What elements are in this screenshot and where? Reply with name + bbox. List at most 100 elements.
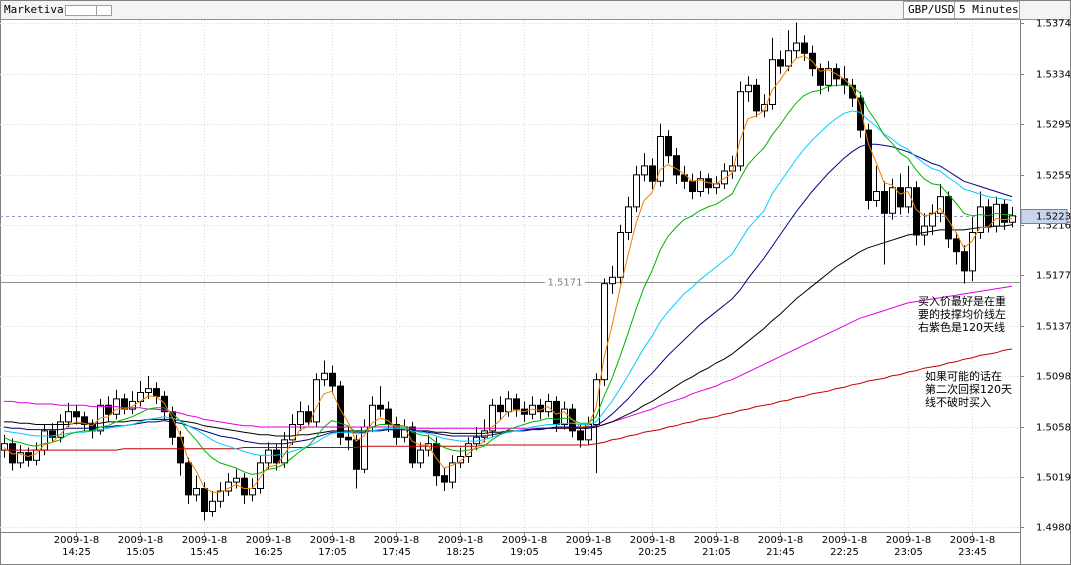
x-tick-label: 2009-1-8 21:05 xyxy=(693,535,740,558)
candle-body xyxy=(129,400,136,410)
y-tick-label: 1.5216 xyxy=(1036,221,1071,232)
candle-body xyxy=(905,187,912,208)
x-tick-label: 2009-1-8 18:25 xyxy=(437,535,484,558)
candle-body xyxy=(17,452,24,464)
y-tick-label: 1.5295 xyxy=(1036,120,1071,131)
x-tick-label: 2009-1-8 14:25 xyxy=(53,535,100,558)
y-tick-label: 1.5334 xyxy=(1036,70,1071,81)
x-tick-label: 2009-1-8 19:45 xyxy=(565,535,612,558)
annotation-line: 买入价最好是在重 xyxy=(918,295,1006,308)
candle-body xyxy=(489,404,496,432)
candle-body xyxy=(377,404,384,410)
candle-body xyxy=(977,206,984,233)
moving-average xyxy=(4,348,1013,451)
candle-body xyxy=(297,411,304,425)
brand: Marketiva xyxy=(4,3,64,16)
y-tick-label: 1.5098 xyxy=(1036,372,1071,383)
candle-body xyxy=(185,462,192,496)
candle-body xyxy=(201,487,208,513)
candle-body xyxy=(753,84,760,112)
candle-body xyxy=(657,135,664,182)
candle-body xyxy=(457,455,464,464)
candle-body xyxy=(537,404,544,413)
candle-body xyxy=(353,439,360,470)
x-tick-label: 2009-1-8 21:45 xyxy=(757,535,804,558)
candle-body xyxy=(281,439,288,464)
candle-body xyxy=(329,372,336,387)
candle-body xyxy=(873,191,880,201)
candle-body xyxy=(617,231,624,278)
symbol: GBP/USD xyxy=(908,3,955,16)
x-tick-label: 2009-1-8 15:05 xyxy=(117,535,164,558)
candle-body xyxy=(209,500,216,513)
candle-body xyxy=(433,443,440,477)
candle-body xyxy=(393,423,400,438)
candle-body xyxy=(937,196,944,214)
candle-body xyxy=(641,165,648,176)
candle-body xyxy=(337,385,344,438)
candle-body xyxy=(417,449,424,464)
annotation-line: 要的技撑均价线左 xyxy=(918,308,1006,321)
candle-body xyxy=(193,487,200,496)
candle-body xyxy=(73,411,80,418)
candle-body xyxy=(441,475,448,483)
candle-body xyxy=(609,276,616,285)
candle-body xyxy=(785,50,792,67)
candle-body xyxy=(713,183,720,189)
candle-body xyxy=(505,398,512,413)
candle-body xyxy=(577,430,584,441)
symbol-box xyxy=(903,1,1020,19)
candle-body xyxy=(561,408,568,425)
annotation-line: 右紫色是120天线 xyxy=(918,321,1005,334)
candle-body xyxy=(945,196,952,240)
candle-body xyxy=(49,430,56,438)
x-tick-label: 2009-1-8 15:45 xyxy=(181,535,228,558)
candle-body xyxy=(993,203,1000,227)
candle-body xyxy=(1001,203,1008,223)
candle-body xyxy=(921,225,928,236)
last-price-box xyxy=(1020,209,1068,224)
annotation-line: 第二次回探120天 xyxy=(925,383,1012,396)
candle-body xyxy=(817,68,824,86)
last-price-label: 1.5223 xyxy=(1036,212,1071,223)
x-tick-label: 2009-1-8 16:25 xyxy=(245,535,292,558)
candle-body xyxy=(345,436,352,441)
candle-body xyxy=(145,388,152,393)
moving-average xyxy=(4,224,1013,437)
y-tick-label: 1.5019 xyxy=(1036,473,1071,484)
candle-body xyxy=(665,135,672,157)
candle-body xyxy=(745,84,752,93)
candle-body xyxy=(777,59,784,67)
moving-average xyxy=(3,110,1013,456)
header-bar xyxy=(1,1,1070,19)
candle-body xyxy=(961,251,968,272)
candle-body xyxy=(865,129,872,201)
candle-body xyxy=(105,404,112,415)
candle-body xyxy=(929,212,936,227)
x-tick-label: 2009-1-8 22:25 xyxy=(821,535,868,558)
y-tick-label: 1.4980 xyxy=(1036,523,1071,534)
candle-body xyxy=(305,411,312,423)
candle-body xyxy=(409,426,416,464)
candle-body xyxy=(217,490,224,502)
candle-body xyxy=(881,191,888,214)
x-tick-label: 2009-1-8 17:45 xyxy=(373,535,420,558)
price-line-label: 1.5171 xyxy=(548,278,583,289)
candle-body xyxy=(321,372,328,381)
y-tick-label: 1.5374 xyxy=(1036,19,1071,30)
price-line-label-bg xyxy=(545,276,585,289)
x-tick-label: 2009-1-8 23:05 xyxy=(885,535,932,558)
y-tick-label: 1.5177 xyxy=(1036,271,1071,282)
candle-body xyxy=(689,180,696,193)
candle-body xyxy=(681,174,688,182)
zoom-control[interactable] xyxy=(65,5,112,16)
candle-body xyxy=(913,187,920,236)
moving-average xyxy=(4,285,1013,429)
candle-body xyxy=(313,379,320,423)
marks xyxy=(1,22,1016,521)
x-tick-label: 2009-1-8 19:05 xyxy=(501,535,548,558)
candle-body xyxy=(241,477,248,496)
candle-body xyxy=(697,178,704,193)
